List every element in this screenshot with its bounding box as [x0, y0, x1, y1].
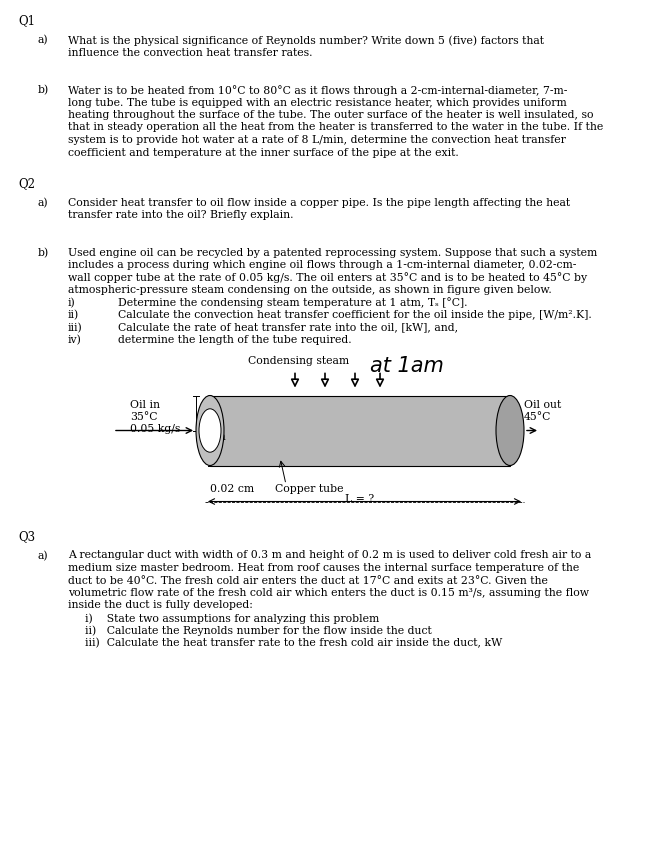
Text: i)    State two assumptions for analyzing this problem: i) State two assumptions for analyzing t…	[85, 613, 379, 623]
Text: atmospheric-pressure steam condensing on the outside, as shown in figure given b: atmospheric-pressure steam condensing on…	[68, 285, 552, 295]
Text: influence the convection heat transfer rates.: influence the convection heat transfer r…	[68, 47, 313, 58]
Text: a): a)	[38, 550, 49, 561]
Text: system is to provide hot water at a rate of 8 L/min, determine the convection he: system is to provide hot water at a rate…	[68, 135, 566, 145]
Text: Copper tube: Copper tube	[275, 484, 343, 493]
Text: Used engine oil can be recycled by a patented reprocessing system. Suppose that : Used engine oil can be recycled by a pat…	[68, 247, 597, 257]
Text: iv): iv)	[68, 335, 82, 345]
Text: 45°C: 45°C	[524, 412, 551, 423]
Text: iii)  Calculate the heat transfer rate to the fresh cold air inside the duct, kW: iii) Calculate the heat transfer rate to…	[85, 638, 502, 648]
Text: duct to be 40°C. The fresh cold air enters the duct at 17°C and exits at 23°C. G: duct to be 40°C. The fresh cold air ente…	[68, 575, 548, 585]
Text: 1 cm: 1 cm	[199, 432, 226, 443]
Text: Q2: Q2	[18, 177, 35, 190]
Text: L = ?: L = ?	[345, 493, 374, 504]
Text: ii): ii)	[68, 310, 79, 320]
Text: inside the duct is fully developed:: inside the duct is fully developed:	[68, 600, 253, 610]
Text: coefficient and temperature at the inner surface of the pipe at the exit.: coefficient and temperature at the inner…	[68, 147, 459, 158]
Text: i): i)	[68, 298, 76, 308]
Text: medium size master bedroom. Heat from roof causes the internal surface temperatu: medium size master bedroom. Heat from ro…	[68, 563, 579, 573]
Text: long tube. The tube is equipped with an electric resistance heater, which provid: long tube. The tube is equipped with an …	[68, 97, 567, 108]
Text: iii): iii)	[68, 323, 83, 333]
Text: transfer rate into the oil? Briefly explain.: transfer rate into the oil? Briefly expl…	[68, 210, 294, 220]
Text: Consider heat transfer to oil flow inside a copper pipe. Is the pipe length affe: Consider heat transfer to oil flow insid…	[68, 197, 570, 208]
Text: 0.05 kg/s: 0.05 kg/s	[130, 424, 181, 435]
Text: Water is to be heated from 10°C to 80°C as it flows through a 2-cm-internal-diam: Water is to be heated from 10°C to 80°C …	[68, 85, 567, 96]
Ellipse shape	[199, 409, 221, 452]
Text: Calculate the convection heat transfer coefficient for the oil inside the pipe, : Calculate the convection heat transfer c…	[118, 310, 592, 320]
Text: a): a)	[38, 35, 49, 46]
Text: Determine the condensing steam temperature at 1 atm, Tₛ [°C].: Determine the condensing steam temperatu…	[118, 298, 467, 308]
Text: at 1am: at 1am	[370, 356, 444, 375]
Text: b): b)	[38, 85, 49, 96]
Text: determine the length of the tube required.: determine the length of the tube require…	[118, 335, 352, 345]
Text: Calculate the rate of heat transfer rate into the oil, [kW], and,: Calculate the rate of heat transfer rate…	[118, 323, 458, 332]
Text: Condensing steam: Condensing steam	[248, 356, 349, 366]
Text: Oil out: Oil out	[524, 400, 561, 411]
Text: wall copper tube at the rate of 0.05 kg/s. The oil enters at 35°C and is to be h: wall copper tube at the rate of 0.05 kg/…	[68, 272, 587, 283]
Text: A rectangular duct with width of 0.3 m and height of 0.2 m is used to deliver co: A rectangular duct with width of 0.3 m a…	[68, 550, 592, 561]
Text: Oil in: Oil in	[130, 400, 160, 411]
Text: heating throughout the surface of the tube. The outer surface of the heater is w: heating throughout the surface of the tu…	[68, 110, 593, 120]
Bar	[210, 395, 510, 466]
Text: What is the physical significance of Reynolds number? Write down 5 (five) factor: What is the physical significance of Rey…	[68, 35, 544, 46]
Text: ii)   Calculate the Reynolds number for the flow inside the duct: ii) Calculate the Reynolds number for th…	[85, 625, 432, 636]
Text: 35°C: 35°C	[130, 412, 157, 423]
Text: Q1: Q1	[18, 14, 35, 27]
Text: volumetric flow rate of the fresh cold air which enters the duct is 0.15 m³/s, a: volumetric flow rate of the fresh cold a…	[68, 588, 589, 598]
Text: a): a)	[38, 197, 49, 208]
Text: that in steady operation all the heat from the heater is transferred to the wate: that in steady operation all the heat fr…	[68, 122, 603, 133]
Text: includes a process during which engine oil flows through a 1-cm-internal diamete: includes a process during which engine o…	[68, 260, 577, 270]
Text: 0.02 cm: 0.02 cm	[210, 484, 254, 493]
Text: b): b)	[38, 247, 49, 257]
Ellipse shape	[496, 395, 524, 466]
Ellipse shape	[196, 395, 224, 466]
Text: Q3: Q3	[18, 530, 35, 543]
